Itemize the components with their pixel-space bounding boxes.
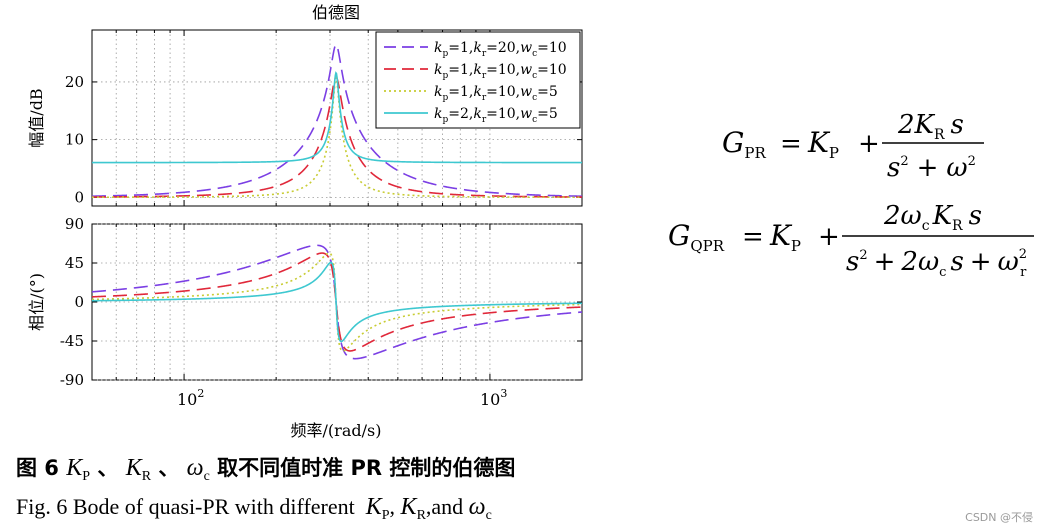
gpr-numerator: 2KR s (897, 110, 964, 143)
xlabel: 频率/(rad/s) (291, 421, 382, 440)
caption-en-sep1: , (389, 494, 396, 519)
equation-gqpr: GQPR = KP + 2ωc KR s s2 +2ωc s + ω2 r (668, 201, 1034, 280)
ytick-label: -90 (60, 371, 84, 389)
legend-item: kp=1,kr=10,wc=5 (434, 84, 558, 103)
xtick-label-100: 102 (177, 387, 204, 409)
caption-cn-wc: ωc (186, 455, 210, 484)
caption-en-kr: KR (400, 494, 426, 523)
gpr-plus: + (858, 129, 880, 159)
caption-en-sep2: ,and (425, 494, 464, 519)
legend-box (375, 31, 581, 129)
xtick-1000: 103 (480, 387, 507, 409)
caption-cn-sep2: 、 (158, 456, 180, 480)
watermark: CSDN @不侵 (965, 511, 1033, 524)
ytick-label: 90 (65, 215, 84, 233)
ytick-label: -45 (60, 332, 84, 350)
xtick-100: 102 (177, 387, 204, 409)
legend-item: kp=1,kr=10,wc=10 (434, 62, 567, 81)
phase-plot: -90 -45 0 45 90 相位/(°) (27, 215, 583, 389)
chart-title: 伯德图 (312, 3, 360, 22)
phase-series-4 (91, 261, 583, 343)
gqpr-plus: + (818, 222, 840, 252)
magnitude-series-4 (92, 71, 582, 164)
caption-cn-suffix: 取不同值时准 PR 控制的伯德图 (217, 456, 516, 480)
caption-cn-sep1: 、 (97, 456, 119, 480)
legend: kp=1,kr=20,wc=10 kp=1,kr=10,wc=10 kp=1,kr=… (375, 31, 581, 129)
caption-en-kp: KP (365, 494, 390, 523)
ytick-label: 20 (65, 73, 84, 91)
ytick-label: 0 (74, 293, 84, 311)
caption-en-wc: ωc (468, 494, 492, 523)
ytick-label: 10 (65, 131, 84, 149)
magnitude-plot: 0 10 20 幅值/dB (27, 29, 583, 207)
xtick-label-1000: 103 (480, 387, 507, 409)
gpr-lhs: GPR (722, 126, 766, 162)
caption-cn-kr: KR (125, 455, 152, 484)
magnitude-ylabel: 幅值/dB (27, 88, 46, 147)
caption-english: Fig. 6 Bode of quasi-PR with different K… (16, 494, 656, 524)
gqpr-equals: = (742, 222, 764, 252)
gqpr-kp: KP (769, 219, 801, 255)
legend-item: kp=2,kr=10,wc=5 (434, 106, 558, 125)
ytick-label: 45 (65, 254, 84, 272)
ytick-label: 0 (74, 188, 84, 206)
phase-series-3 (91, 252, 583, 352)
caption-chinese: 图 6 KP 、 KR 、 ωc 取不同值时准 PR 控制的伯德图 (16, 452, 656, 485)
equation-gpr: GPR = KP + 2KR s s2 + ω2 (722, 110, 984, 183)
gqpr-denominator: s2 +2ωc s + ω2 r (846, 247, 1027, 280)
gqpr-lhs: GQPR (668, 219, 725, 255)
gpr-denominator: s2 + ω2 (887, 153, 976, 183)
caption-cn-prefix: 图 6 (16, 456, 59, 480)
legend-item: kp=1,kr=20,wc=10 (434, 40, 567, 59)
caption-cn-kp: KP (66, 455, 91, 484)
magnitude-plot-frame (91, 29, 583, 207)
gpr-equals: = (780, 129, 802, 159)
gpr-kp: KP (807, 126, 839, 162)
caption-en-prefix: Fig. 6 Bode of quasi-PR with different (16, 494, 355, 519)
phase-ylabel: 相位/(°) (27, 273, 46, 331)
gqpr-numerator: 2ωc KR s (883, 201, 982, 234)
